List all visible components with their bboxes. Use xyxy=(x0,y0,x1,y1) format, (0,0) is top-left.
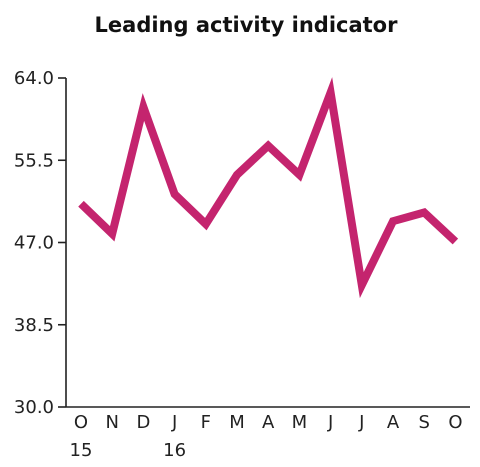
y-tick-label: 64.0 xyxy=(14,68,54,89)
x-tick-label: J xyxy=(327,412,333,433)
series-line xyxy=(78,77,459,299)
series-group xyxy=(78,77,459,299)
x-tick-label: M xyxy=(229,412,245,433)
x-tick-label: J xyxy=(358,412,364,433)
x-ticks: O N D J F M A M J J A S O15 16 xyxy=(70,412,463,461)
y-ticks: 30.0 38.5 47.0 55.5 64.0 xyxy=(14,68,66,418)
x-tick-label: O xyxy=(448,412,462,433)
year-label: 16 xyxy=(163,440,186,461)
chart-title: Leading activity indicator xyxy=(95,13,399,37)
x-tick-label: F xyxy=(201,412,211,433)
x-tick-label: S xyxy=(418,412,429,433)
x-tick-label: D xyxy=(136,412,150,433)
x-tick-label: J xyxy=(171,412,177,433)
y-tick-label: 47.0 xyxy=(14,233,54,254)
y-tick-label: 55.5 xyxy=(14,150,54,171)
y-tick-label: 30.0 xyxy=(14,397,54,418)
year-label: 15 xyxy=(70,440,93,461)
x-tick-label: A xyxy=(387,412,400,433)
x-tick-label: O xyxy=(74,412,88,433)
x-tick-label: N xyxy=(105,412,118,433)
y-tick-label: 38.5 xyxy=(14,315,54,336)
x-tick-label: M xyxy=(292,412,308,433)
x-tick-label: A xyxy=(262,412,275,433)
